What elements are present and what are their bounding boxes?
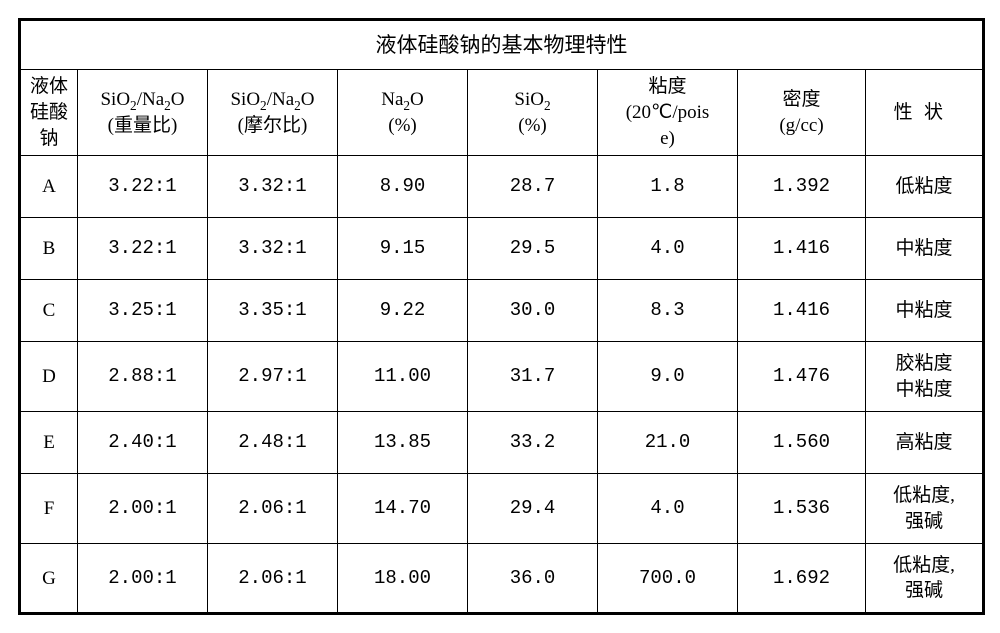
cell-na2o: 13.85 [338, 412, 468, 474]
cell-na2o: 8.90 [338, 156, 468, 218]
cell-sio2: 29.4 [468, 474, 598, 544]
cell-na2o: 9.22 [338, 280, 468, 342]
cell-property: 中粘度 [866, 280, 984, 342]
table-row: F2.00:12.06:114.7029.44.01.536低粘度,强碱 [20, 474, 984, 544]
cell-density: 1.536 [738, 474, 866, 544]
col-header-property: 性状 [866, 70, 984, 156]
table-row: B3.22:13.32:19.1529.54.01.416中粘度 [20, 218, 984, 280]
cell-wt_ratio: 3.22:1 [78, 218, 208, 280]
cell-sio2: 33.2 [468, 412, 598, 474]
cell-na2o: 11.00 [338, 342, 468, 412]
col-header-density: 密度(g/cc) [738, 70, 866, 156]
cell-property: 高粘度 [866, 412, 984, 474]
cell-wt_ratio: 2.00:1 [78, 544, 208, 614]
cell-visc: 700.0 [598, 544, 738, 614]
cell-na2o: 14.70 [338, 474, 468, 544]
cell-id: G [20, 544, 78, 614]
cell-id: C [20, 280, 78, 342]
cell-density: 1.392 [738, 156, 866, 218]
cell-sio2: 28.7 [468, 156, 598, 218]
col-header-wt_ratio: SiO2/Na2O(重量比) [78, 70, 208, 156]
cell-visc: 1.8 [598, 156, 738, 218]
table-body: A3.22:13.32:18.9028.71.81.392低粘度B3.22:13… [20, 156, 984, 614]
cell-id: A [20, 156, 78, 218]
cell-density: 1.416 [738, 218, 866, 280]
table-row: A3.22:13.32:18.9028.71.81.392低粘度 [20, 156, 984, 218]
cell-na2o: 9.15 [338, 218, 468, 280]
cell-property: 中粘度 [866, 218, 984, 280]
cell-wt_ratio: 2.40:1 [78, 412, 208, 474]
cell-wt_ratio: 3.25:1 [78, 280, 208, 342]
cell-mol_ratio: 2.97:1 [208, 342, 338, 412]
table-title: 液体硅酸钠的基本物理特性 [20, 20, 984, 70]
table-row: D2.88:12.97:111.0031.79.01.476胶粘度中粘度 [20, 342, 984, 412]
cell-id: F [20, 474, 78, 544]
cell-sio2: 36.0 [468, 544, 598, 614]
cell-wt_ratio: 2.00:1 [78, 474, 208, 544]
cell-property: 低粘度 [866, 156, 984, 218]
cell-sio2: 30.0 [468, 280, 598, 342]
cell-visc: 9.0 [598, 342, 738, 412]
col-header-sio2: SiO2(%) [468, 70, 598, 156]
cell-density: 1.692 [738, 544, 866, 614]
cell-sio2: 31.7 [468, 342, 598, 412]
cell-visc: 4.0 [598, 474, 738, 544]
cell-visc: 4.0 [598, 218, 738, 280]
cell-mol_ratio: 3.32:1 [208, 218, 338, 280]
table-header-row: 液体硅酸钠SiO2/Na2O(重量比)SiO2/Na2O(摩尔比)Na2O(%)… [20, 70, 984, 156]
cell-id: B [20, 218, 78, 280]
cell-wt_ratio: 2.88:1 [78, 342, 208, 412]
cell-mol_ratio: 3.32:1 [208, 156, 338, 218]
cell-visc: 8.3 [598, 280, 738, 342]
cell-sio2: 29.5 [468, 218, 598, 280]
cell-property: 低粘度,强碱 [866, 544, 984, 614]
cell-property: 低粘度,强碱 [866, 474, 984, 544]
col-header-id: 液体硅酸钠 [20, 70, 78, 156]
cell-mol_ratio: 2.48:1 [208, 412, 338, 474]
cell-mol_ratio: 3.35:1 [208, 280, 338, 342]
col-header-visc: 粘度(20℃/poise) [598, 70, 738, 156]
cell-density: 1.476 [738, 342, 866, 412]
cell-property: 胶粘度中粘度 [866, 342, 984, 412]
cell-density: 1.416 [738, 280, 866, 342]
table-row: G2.00:12.06:118.0036.0700.01.692低粘度,强碱 [20, 544, 984, 614]
cell-mol_ratio: 2.06:1 [208, 544, 338, 614]
cell-wt_ratio: 3.22:1 [78, 156, 208, 218]
cell-id: E [20, 412, 78, 474]
table-row: E2.40:12.48:113.8533.221.01.560高粘度 [20, 412, 984, 474]
col-header-na2o: Na2O(%) [338, 70, 468, 156]
table-row: C3.25:13.35:19.2230.08.31.416中粘度 [20, 280, 984, 342]
cell-mol_ratio: 2.06:1 [208, 474, 338, 544]
cell-visc: 21.0 [598, 412, 738, 474]
col-header-mol_ratio: SiO2/Na2O(摩尔比) [208, 70, 338, 156]
sodium-silicate-properties-table: 液体硅酸钠的基本物理特性 液体硅酸钠SiO2/Na2O(重量比)SiO2/Na2… [18, 18, 985, 615]
cell-id: D [20, 342, 78, 412]
cell-density: 1.560 [738, 412, 866, 474]
cell-na2o: 18.00 [338, 544, 468, 614]
